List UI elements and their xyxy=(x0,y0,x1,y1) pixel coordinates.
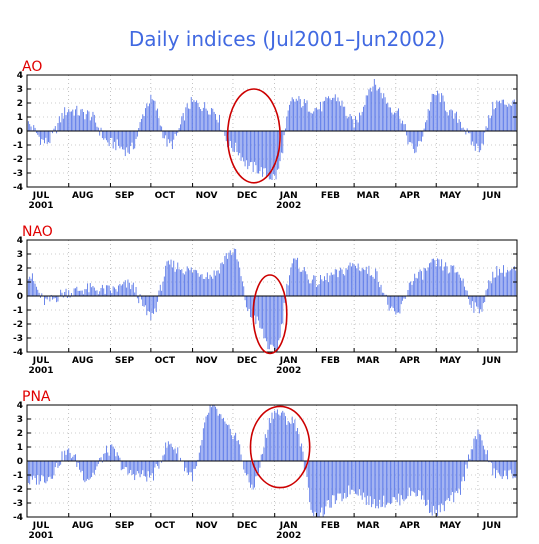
x-tick-label: JAN xyxy=(279,356,298,366)
y-tick-label: 4 xyxy=(17,401,23,411)
panel-label: PNA xyxy=(22,389,51,405)
y-tick-label: 1 xyxy=(17,443,23,453)
x-tick-label: FEB xyxy=(321,356,340,366)
y-tick-label: 2 xyxy=(17,429,23,439)
y-tick-label: -3 xyxy=(13,499,23,509)
bar-series xyxy=(26,78,518,181)
panel-label: AO xyxy=(22,59,42,75)
highlight-ellipse xyxy=(249,405,311,489)
x-tick-label: APR xyxy=(400,356,421,366)
x-tick-label: OCT xyxy=(155,521,176,531)
y-tick-label: -3 xyxy=(13,169,23,179)
y-tick-label: -3 xyxy=(13,334,23,344)
x-tick-label: DEC xyxy=(237,191,258,201)
x-tick-label: APR xyxy=(400,521,421,531)
x-tick-label: NOV xyxy=(196,191,218,201)
y-tick-label: 2 xyxy=(17,264,23,274)
x-tick-label: JUL xyxy=(32,191,50,201)
x-tick-label: APR xyxy=(400,191,421,201)
y-tick-label: -1 xyxy=(13,471,23,481)
y-tick-label: 2 xyxy=(17,99,23,109)
x-tick-label: FEB xyxy=(321,191,340,201)
x-year-label: 2001 xyxy=(28,366,53,376)
y-tick-label: 4 xyxy=(17,71,23,81)
y-tick-label: 3 xyxy=(17,415,23,425)
x-tick-label: MAR xyxy=(357,191,380,201)
y-tick-label: -2 xyxy=(13,155,23,165)
x-tick-label: AUG xyxy=(72,191,93,201)
x-year-label: 2002 xyxy=(276,531,301,541)
y-tick-label: 4 xyxy=(17,236,23,246)
x-tick-label: DEC xyxy=(237,521,258,531)
x-tick-label: NOV xyxy=(196,356,218,366)
y-tick-label: 3 xyxy=(17,250,23,260)
x-tick-label: JUN xyxy=(482,521,501,531)
x-tick-label: JUN xyxy=(482,356,501,366)
x-tick-label: MAY xyxy=(439,191,461,201)
x-tick-label: JAN xyxy=(279,191,298,201)
highlight-ellipse xyxy=(226,88,281,184)
x-year-label: 2002 xyxy=(276,366,301,376)
x-year-label: 2001 xyxy=(28,201,53,211)
y-tick-label: -1 xyxy=(13,306,23,316)
y-tick-label: 1 xyxy=(17,113,23,123)
x-tick-label: MAY xyxy=(439,356,461,366)
highlight-ellipse xyxy=(252,274,288,355)
x-tick-label: OCT xyxy=(155,356,176,366)
figure-title: Daily indices (Jul2001–Jun2002) xyxy=(129,27,445,51)
y-tick-label: -4 xyxy=(13,348,23,358)
y-tick-label: 0 xyxy=(17,457,23,467)
x-tick-label: JUL xyxy=(32,521,50,531)
x-tick-label: SEP xyxy=(115,356,135,366)
x-year-label: 2001 xyxy=(28,531,53,541)
x-tick-label: SEP xyxy=(115,521,135,531)
bar-series xyxy=(26,405,518,517)
y-tick-label: 3 xyxy=(17,85,23,95)
x-tick-label: MAR xyxy=(357,356,380,366)
x-tick-label: OCT xyxy=(155,191,176,201)
x-tick-label: AUG xyxy=(72,521,93,531)
y-tick-label: -1 xyxy=(13,141,23,151)
y-tick-label: 1 xyxy=(17,278,23,288)
x-tick-label: SEP xyxy=(115,191,135,201)
x-tick-label: MAR xyxy=(357,521,380,531)
x-tick-label: JUL xyxy=(32,356,50,366)
y-tick-label: -4 xyxy=(13,183,23,193)
x-year-label: 2002 xyxy=(276,201,301,211)
y-tick-label: -2 xyxy=(13,320,23,330)
y-tick-label: -2 xyxy=(13,485,23,495)
y-tick-label: -4 xyxy=(13,513,23,523)
x-tick-label: FEB xyxy=(321,521,340,531)
y-tick-label: 0 xyxy=(17,127,23,137)
x-tick-label: DEC xyxy=(237,356,258,366)
panel-label: NAO xyxy=(22,224,53,240)
x-tick-label: JUN xyxy=(482,191,501,201)
x-tick-label: AUG xyxy=(72,356,93,366)
x-tick-label: MAY xyxy=(439,521,461,531)
bar-series xyxy=(26,248,518,352)
x-tick-label: NOV xyxy=(196,521,218,531)
x-tick-label: JAN xyxy=(279,521,298,531)
y-tick-label: 0 xyxy=(17,292,23,302)
